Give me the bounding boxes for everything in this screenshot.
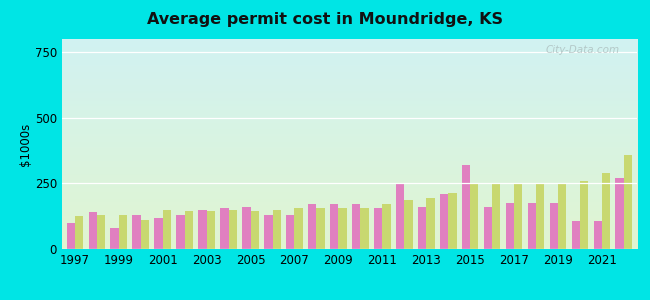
Bar [462,165,470,249]
Bar [506,203,514,249]
Bar [404,200,413,249]
Bar [242,207,250,249]
Bar [264,215,272,249]
Bar [440,194,448,249]
Bar [133,215,141,249]
Bar [602,173,610,249]
Bar [162,210,171,249]
Bar [550,203,558,249]
Y-axis label: $1000s: $1000s [19,122,32,166]
Bar [536,183,544,249]
Bar [580,181,588,249]
Bar [382,204,391,249]
Bar [571,221,580,249]
Bar [374,208,382,249]
Bar [229,210,237,249]
Bar [272,210,281,249]
Bar [528,203,536,249]
Bar [176,215,185,249]
Bar [294,208,303,249]
Bar [352,204,360,249]
Bar [286,215,294,249]
Bar [360,208,369,249]
Bar [250,211,259,249]
Bar [141,220,149,249]
Text: City-Data.com: City-Data.com [545,45,619,55]
Bar [418,207,426,249]
Bar [624,154,632,249]
Bar [220,208,229,249]
Bar [396,183,404,249]
Bar [558,183,566,249]
Bar [185,211,193,249]
Bar [616,178,624,249]
Bar [88,212,97,249]
Bar [593,221,602,249]
Bar [97,215,105,249]
Bar [308,204,317,249]
Bar [426,198,435,249]
Bar [470,183,478,249]
Bar [330,204,339,249]
Bar [155,218,162,249]
Bar [207,211,215,249]
Bar [111,228,119,249]
Bar [514,183,523,249]
Bar [448,193,456,249]
Bar [317,208,325,249]
Bar [198,210,207,249]
Bar [339,208,346,249]
Bar [484,207,492,249]
Bar [75,216,83,249]
Bar [492,183,500,249]
Bar [66,223,75,249]
Text: Average permit cost in Moundridge, KS: Average permit cost in Moundridge, KS [147,12,503,27]
Bar [119,215,127,249]
